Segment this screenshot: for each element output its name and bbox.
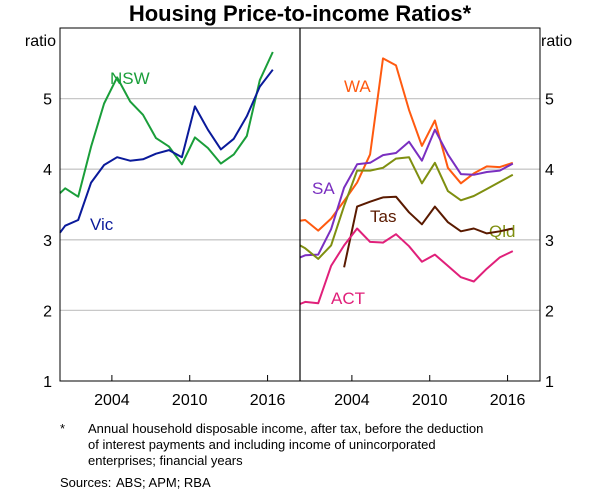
y-tick-label: 1 [43,374,52,391]
series-line-act [299,227,514,305]
series-label-act: ACT [331,289,365,308]
series-line-qld [299,156,514,260]
y-tick-label: 3 [43,233,52,250]
x-tick-label: 2010 [412,392,448,409]
series-label-sa: SA [312,179,335,198]
series-line-vic [59,69,274,234]
footnote-line-3: enterprises; financial years [88,453,243,468]
series-label-nsw: NSW [110,69,150,88]
chart-title: Housing Price-to-income Ratios* [128,1,472,26]
sources-text: ABS; APM; RBA [116,475,211,490]
y-tick-label: 1 [545,374,554,391]
series-line-nsw [59,51,274,198]
series-label-tas: Tas [370,207,396,226]
x-tick-label: 2016 [250,392,286,409]
x-tick-label: 2016 [490,392,526,409]
series-line-tas [343,195,514,268]
series-label-vic: Vic [90,215,114,234]
footnote-line-2: of interest payments and including incom… [88,437,436,452]
x-tick-label: 2004 [334,392,370,409]
y-tick-label: 5 [43,92,52,109]
series-line-sa [299,128,514,259]
x-tick-label: 2010 [172,392,208,409]
y-axis-label: ratio [541,33,572,50]
footnote-line-1: Annual household disposable income, afte… [88,421,484,436]
y-tick-label: 4 [545,162,554,179]
series-line-wa [299,57,514,232]
y-tick-label: 2 [43,303,52,320]
y-tick-label: 3 [545,233,554,250]
y-axis-label: ratio [25,33,56,50]
x-tick-label: 2004 [94,392,130,409]
y-tick-label: 4 [43,162,52,179]
y-tick-label: 2 [545,303,554,320]
footnote-marker: * [60,421,66,436]
sources-label: Sources: [60,475,112,490]
series-label-wa: WA [344,77,371,96]
y-tick-label: 5 [545,92,554,109]
